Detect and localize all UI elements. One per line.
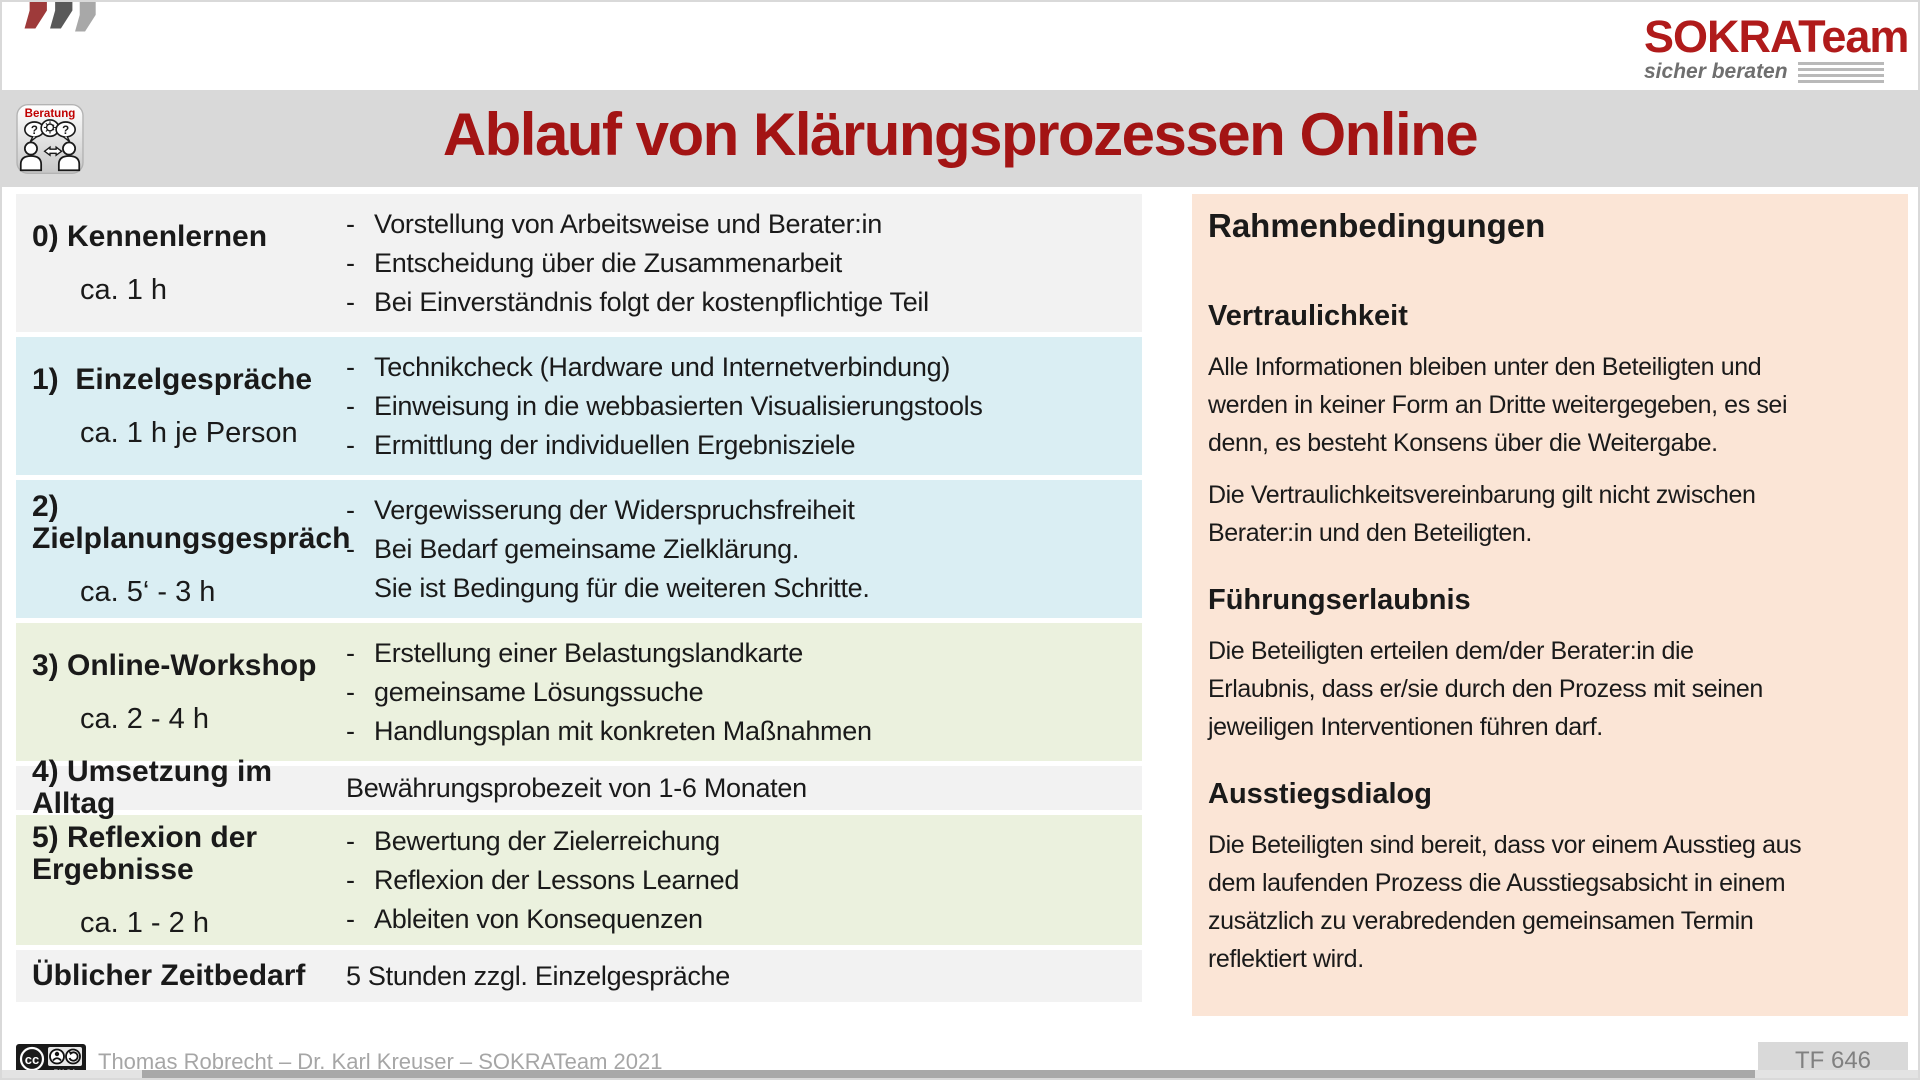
section-paragraph: Die Beteiligten erteilen dem/der Berater… xyxy=(1208,637,1763,741)
step-label: 4) Umsetzung im Alltag xyxy=(32,755,280,820)
table-row-reflexion: 5) Reflexion der Ergebnisse ca. 1 - 2 h … xyxy=(16,815,1142,945)
svg-text:?: ? xyxy=(31,125,38,137)
brand-name: SOKRATeam xyxy=(1644,11,1909,62)
quote-mark-icon: ’ xyxy=(69,0,106,95)
section-paragraph: Die Beteiligten sind bereit, dass vor ei… xyxy=(1208,831,1802,973)
bullet-item: gemeinsame Lösungssuche xyxy=(346,678,1142,706)
bottom-bar xyxy=(142,1070,1755,1078)
step-bullets: Technikcheck (Hardware und Internetverbi… xyxy=(346,353,1142,459)
panel-title: Rahmenbedingungen xyxy=(1208,207,1546,244)
step-duration: ca. 1 - 2 h xyxy=(80,907,209,939)
quote-mark-icon: ’ xyxy=(18,0,57,97)
bullet-item: Bei Bedarf gemeinsame Zielklärung. xyxy=(346,535,1142,563)
table-row-online-workshop: 3) Online-Workshop ca. 2 - 4 h Erstellun… xyxy=(16,623,1142,761)
svg-text:cc: cc xyxy=(25,1052,39,1067)
consulting-people-icon: Beratung ? ? xyxy=(16,103,84,175)
bullet-item: Ermittlung der individuellen Ergebniszie… xyxy=(346,431,1142,459)
table-row-einzelgespraeche: 1) Einzelgespräche ca. 1 h je Person Tec… xyxy=(16,337,1142,475)
bullet-item-continuation: Sie ist Bedingung für die weiteren Schri… xyxy=(374,573,870,603)
page-title: Ablauf von Klärungsprozessen Online xyxy=(442,101,1479,168)
table-row-zielplanungsgespraech: 2) Zielplanungsgespräch ca. 5‘ - 3 h Ver… xyxy=(16,480,1142,618)
sokrateam-logo: SOKRATeam sicher beraten xyxy=(1644,11,1909,84)
brand-tagline: sicher beraten xyxy=(1644,60,1788,83)
step-note: 5 Stunden zzgl. Einzelgespräche xyxy=(346,961,730,991)
step-label: 3) Online-Workshop xyxy=(32,649,317,682)
bullet-item: Reflexion der Lessons Learned xyxy=(346,866,1142,894)
table-row-umsetzung: 4) Umsetzung im Alltag Bewährungsprobeze… xyxy=(16,756,1142,820)
section-heading-vertraulichkeit: Vertraulichkeit xyxy=(1208,300,1408,332)
bullet-item: Entscheidung über die Zusammenarbeit xyxy=(346,249,1142,277)
step-duration: ca. 1 h xyxy=(80,274,168,306)
bullet-item: Bei Einverständnis folgt der kostenpflic… xyxy=(346,288,1142,316)
title-band: Beratung ? ? xyxy=(2,90,1918,187)
step-bullets: Bewertung der Zielerreichung Reflexion d… xyxy=(346,827,1142,933)
step-duration: ca. 5‘ - 3 h xyxy=(80,576,216,608)
bullet-item: Ableiten von Konsequenzen xyxy=(346,905,1142,933)
step-label: 2) Zielplanungsgespräch xyxy=(32,490,351,555)
step-bullets: Vergewisserung der Widerspruchsfreiheit … xyxy=(346,496,1142,602)
step-duration: ca. 1 h je Person xyxy=(80,417,298,449)
step-label: 0) Kennenlernen xyxy=(32,220,268,253)
step-note: Bewährungsprobezeit von 1-6 Monaten xyxy=(346,773,807,803)
svg-text:Beratung: Beratung xyxy=(25,108,76,120)
step-bullets: Vorstellung von Arbeitsweise und Berater… xyxy=(346,210,1142,316)
section-heading-fuehrungserlaubnis: Führungserlaubnis xyxy=(1208,584,1471,616)
process-table: 0) Kennenlernen ca. 1 h Vorstellung von … xyxy=(16,194,1142,1007)
svg-text:?: ? xyxy=(62,125,69,137)
bullet-item: Einweisung in die webbasierten Visualisi… xyxy=(346,392,1142,420)
step-bullets: Erstellung einer Belastungslandkarte gem… xyxy=(346,639,1142,745)
bullet-item: Vorstellung von Arbeitsweise und Berater… xyxy=(346,210,1142,238)
table-row-kennenlernen: 0) Kennenlernen ca. 1 h Vorstellung von … xyxy=(16,194,1142,332)
brand-lines-icon xyxy=(1797,61,1884,83)
conditions-panel: Rahmenbedingungen Vertraulichkeit Alle I… xyxy=(1192,194,1908,1016)
step-label: 1) Einzelgespräche xyxy=(32,363,313,396)
step-label: Üblicher Zeitbedarf xyxy=(32,959,306,992)
bullet-item: Vergewisserung der Widerspruchsfreiheit xyxy=(346,496,1142,524)
bullet-item: Erstellung einer Belastungslandkarte xyxy=(346,639,1142,667)
beratung-badge: Beratung ? ? xyxy=(16,103,84,175)
section-paragraph: Alle Informationen bleiben unter den Bet… xyxy=(1208,353,1788,457)
bullet-item: Handlungsplan mit konkreten Maßnahmen xyxy=(346,717,1142,745)
table-row-zeitbedarf: Üblicher Zeitbedarf 5 Stunden zzgl. Einz… xyxy=(16,950,1142,1002)
step-duration: ca. 2 - 4 h xyxy=(80,703,209,735)
top-bar: ’’’ SOKRATeam sicher beraten xyxy=(2,2,1918,91)
bullet-item: Bewertung der Zielerreichung xyxy=(346,827,1142,855)
attribution-text: Thomas Robrecht – Dr. Karl Kreuser – SOK… xyxy=(98,1049,663,1074)
bullet-item: Technikcheck (Hardware und Internetverbi… xyxy=(346,353,1142,381)
section-paragraph: Die Vertraulichkeitsvereinbarung gilt ni… xyxy=(1208,481,1756,547)
section-heading-ausstiegsdialog: Ausstiegsdialog xyxy=(1208,778,1432,810)
quotes-logo: ’’’ xyxy=(18,2,106,91)
step-label: 5) Reflexion der Ergebnisse xyxy=(32,821,266,886)
quote-mark-icon: ’ xyxy=(43,0,83,97)
